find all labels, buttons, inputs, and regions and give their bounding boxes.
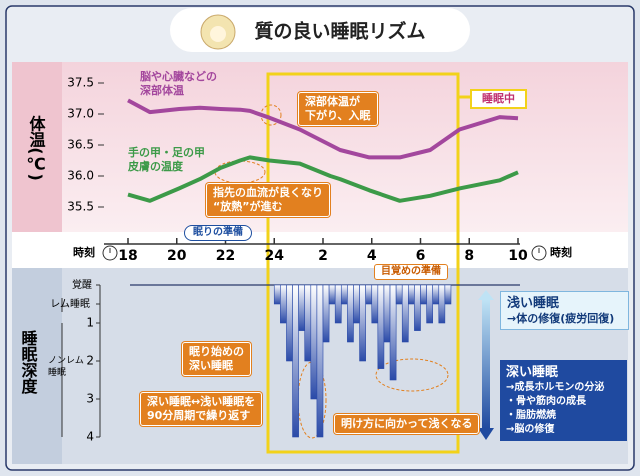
depth-bar <box>395 284 403 305</box>
depth-bar <box>328 284 336 305</box>
y-tick-label: 2 <box>86 354 94 368</box>
line-series <box>127 98 519 160</box>
x-axis-label: 時刻 <box>550 245 572 259</box>
depth-bar <box>340 284 348 305</box>
x-tick-label: 2 <box>318 248 328 264</box>
x-tick-label: 20 <box>167 248 187 264</box>
depth-bar <box>365 284 373 305</box>
time-row <box>12 232 628 268</box>
line-series <box>127 155 519 203</box>
annotation: 眠り始めの 深い睡眠 <box>182 342 251 376</box>
depth-bar <box>347 284 354 343</box>
legend-text: →体の修復(疲労回復) <box>507 312 615 325</box>
depth-bar <box>310 284 318 400</box>
depth-bar <box>316 284 324 438</box>
depth-bar <box>304 284 312 362</box>
depth-bar <box>353 284 360 324</box>
series-label: 脳や心臓などの 深部体温 <box>140 70 217 97</box>
y-tick-label: 36.5 <box>67 138 94 152</box>
depth-bar <box>408 284 415 305</box>
sheep-face <box>210 26 226 42</box>
y-axis-label: 睡眠深度 <box>19 329 38 395</box>
x-tick-label: 22 <box>216 248 235 264</box>
sleep-label-band <box>12 268 62 464</box>
legend-title: 浅い睡眠 <box>507 296 560 311</box>
depth-arrow <box>482 300 490 428</box>
arrow-head <box>478 428 494 440</box>
depth-bar <box>371 284 379 324</box>
title: 質の良い睡眠リズム <box>254 20 425 43</box>
annotation: 眠りの準備 <box>184 225 252 241</box>
y-tick-label: 35.5 <box>67 200 94 214</box>
y-tick-label: 1 <box>86 316 94 330</box>
annotation: 深部体温が 下がり、入眠 <box>298 92 378 126</box>
series-label: 手の甲・足の甲 皮膚の温度 <box>128 146 205 173</box>
depth-bar <box>286 284 293 362</box>
sleeping-window <box>266 72 460 454</box>
y-axis-label: 体温(℃) <box>26 114 46 181</box>
callout-ring <box>375 358 449 392</box>
x-tick-label: 18 <box>118 248 137 264</box>
depth-bar <box>420 284 427 305</box>
depth-bar <box>432 284 440 305</box>
x-tick-label: 8 <box>464 248 474 264</box>
x-tick-label: 4 <box>367 248 377 264</box>
depth-bar <box>322 284 330 343</box>
depth-bar <box>377 284 385 369</box>
y-tick-label: 4 <box>86 430 94 444</box>
clock-icon <box>531 245 547 261</box>
clock-icon <box>102 245 118 261</box>
y-tick-label: 37.0 <box>67 107 94 121</box>
annotation: 目覚めの準備 <box>374 264 448 280</box>
legend-box: 深い睡眠 →成長ホルモンの分泌 ・骨や筋肉の成長 ・脂肪燃焼 →脳の修復 <box>500 360 627 441</box>
x-axis-label: 時刻 <box>73 245 95 259</box>
depth-bar <box>389 284 397 381</box>
y-tick-label: 36.0 <box>67 169 94 183</box>
depth-bar <box>298 284 306 331</box>
depth-bar <box>292 284 299 438</box>
annotation: 睡眠中 <box>470 89 527 109</box>
title-plate <box>170 8 470 52</box>
y-tick-label: 3 <box>86 392 94 406</box>
y-tick-label: 覚醒 <box>72 278 92 291</box>
depth-bar <box>444 284 452 305</box>
y-tick-label: レム睡眠 <box>50 297 90 310</box>
legend-text: →成長ホルモンの分泌 ・骨や筋肉の成長 ・脂肪燃焼 →脳の修復 <box>506 382 605 435</box>
depth-bar <box>414 284 421 331</box>
x-tick-label: 10 <box>508 248 528 264</box>
annotation: 深い睡眠↔浅い睡眠を 90分周期で繰り返す <box>140 392 263 426</box>
depth-bar <box>273 284 281 305</box>
legend-box: 浅い睡眠 →体の修復(疲労回復) <box>500 291 629 330</box>
temp-label-band <box>12 62 62 232</box>
depth-bar <box>334 284 342 324</box>
depth-bar <box>401 284 409 343</box>
annotation: 明け方に向かって浅くなる <box>334 414 480 434</box>
depth-bar <box>280 284 287 324</box>
depth-bar <box>438 284 446 324</box>
x-tick-label: 24 <box>265 248 285 264</box>
depth-bar <box>383 284 391 343</box>
legend-title: 深い睡眠 <box>506 365 559 380</box>
arrow-head <box>478 290 494 300</box>
depth-bar <box>426 284 433 324</box>
x-tick-label: 6 <box>416 248 426 264</box>
y-tick-label: 37.5 <box>67 76 94 90</box>
annotation: ノンレム 睡眠 <box>48 356 84 378</box>
depth-bar <box>359 284 366 362</box>
annotation: 指先の血流が良くなり “放熱”が進む <box>206 183 330 217</box>
